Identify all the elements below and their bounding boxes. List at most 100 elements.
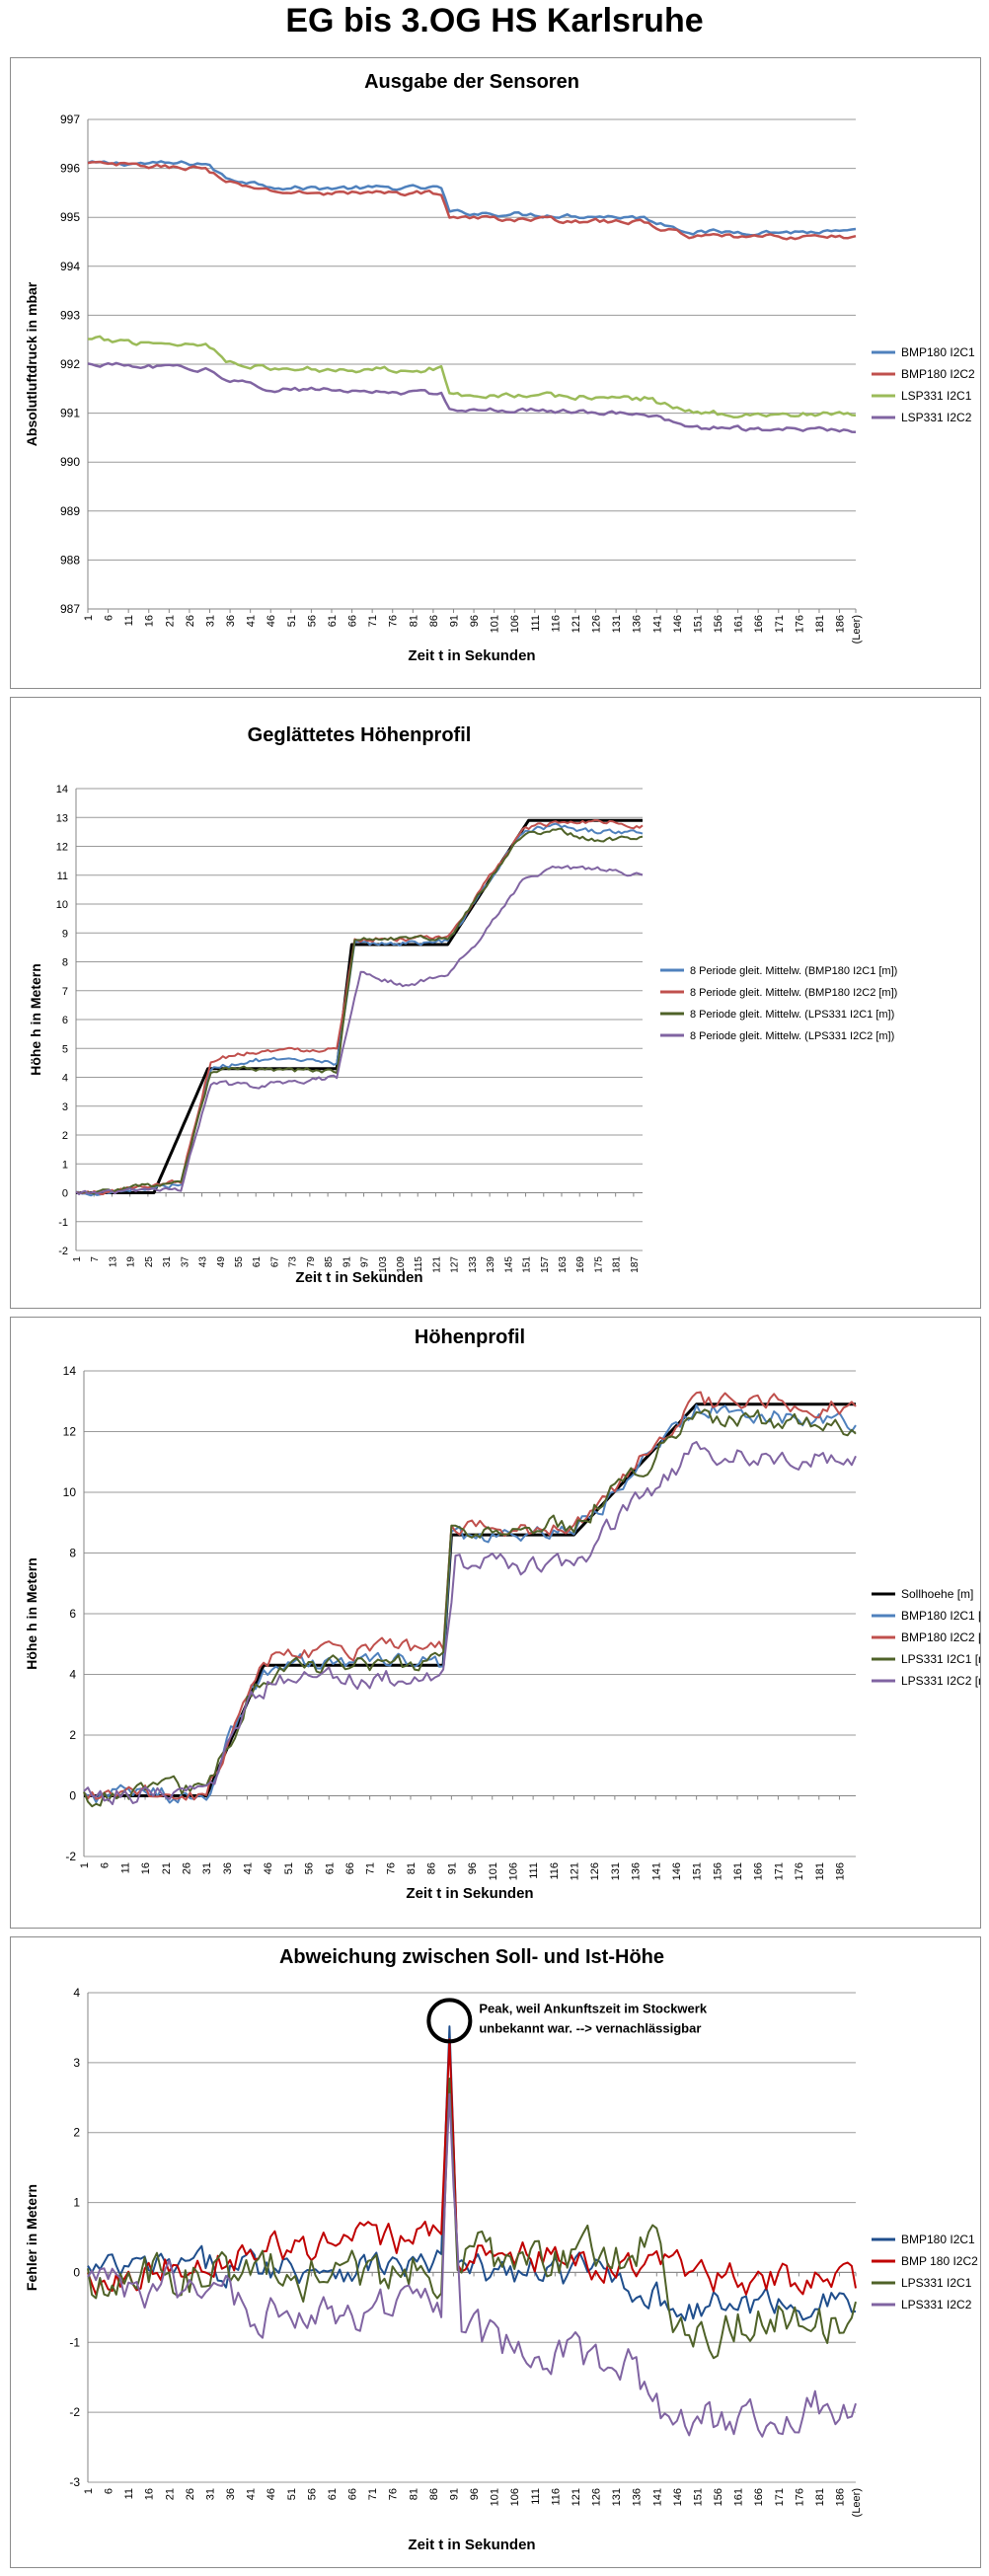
x-tick-label: 139 [486, 1256, 496, 1273]
x-tick-label: 31 [204, 2488, 216, 2500]
x-tick-label: 6 [104, 2488, 115, 2494]
x-tick-label: 186 [835, 615, 847, 633]
y-tick-label: 2 [69, 1728, 76, 1742]
y-tick-label: 0 [73, 2265, 80, 2279]
y-tick-label: -3 [69, 2475, 80, 2489]
x-tick-label: 163 [558, 1256, 569, 1273]
x-tick-label: 151 [692, 2488, 704, 2506]
series-line [87, 160, 857, 237]
legend-label: LSP331 I2C1 [901, 389, 972, 403]
y-tick-label: 997 [60, 113, 80, 126]
y-tick-label: 11 [57, 871, 68, 882]
x-tick-label: 176 [794, 615, 805, 633]
x-tick-label: 109 [396, 1256, 407, 1273]
chart-panel-deviation: Abweichung zwischen Soll- und Ist-Höhe -3… [10, 1936, 981, 2568]
x-tick-label: 21 [164, 2488, 176, 2500]
legend-label: BMP180 I2C1 [901, 345, 975, 359]
y-tick-label: 988 [60, 553, 80, 567]
y-tick-label: 14 [56, 784, 68, 796]
y-tick-label: 6 [69, 1607, 76, 1621]
x-tick-label: 97 [360, 1256, 371, 1268]
x-tick-label: 51 [283, 1862, 295, 1874]
series-line [87, 160, 857, 241]
x-tick-label: 86 [428, 2488, 440, 2500]
legend-label: LPS331 I2C2 [m] [901, 1674, 980, 1688]
x-tick-label: 186 [834, 1862, 846, 1880]
x-tick-label: 46 [263, 1862, 274, 1874]
x-tick-label: 1 [83, 615, 95, 621]
x-tick-label: 116 [550, 615, 562, 633]
y-tick-label: 991 [60, 407, 80, 420]
y-tick-label: 5 [62, 1043, 68, 1055]
series-line [83, 1408, 857, 1808]
x-tick-label: 13 [108, 1256, 118, 1268]
x-tick-label: 171 [774, 615, 786, 633]
x-tick-label: 81 [408, 2488, 419, 2500]
x-tick-label: 79 [306, 1256, 317, 1268]
x-tick-label: 25 [144, 1256, 155, 1268]
x-tick-label: 71 [367, 615, 379, 627]
y-tick-label: -1 [69, 2335, 80, 2349]
legend-label: BMP180 I2C2 [901, 367, 975, 381]
x-tick-label: 26 [185, 2488, 196, 2500]
x-tick-label: 115 [414, 1256, 424, 1272]
x-tick-label: 41 [246, 2488, 258, 2500]
chart-panel-smoothed-height: Geglättetes Höhenprofil -2 -1 0 1 2 3 4 5 6 7 8 9 10 1… [10, 697, 981, 1309]
x-tick-label: 61 [327, 2488, 339, 2500]
x-tick-label: 156 [713, 2488, 724, 2506]
x-tick-label: 76 [388, 2488, 400, 2500]
x-tick-label: 41 [246, 615, 258, 627]
x-tick-label: 7 [90, 1256, 101, 1262]
x-tick-label: 136 [631, 1862, 643, 1880]
x-tick-label: 106 [509, 2488, 521, 2506]
x-tick-label: 37 [180, 1256, 190, 1268]
x-tick-label: 86 [426, 1862, 438, 1874]
x-tick-label: 176 [794, 1862, 805, 1880]
series-line [76, 818, 643, 1194]
series-line [75, 865, 644, 1195]
y-tick-label: 3 [62, 1101, 68, 1113]
x-tick-label: 51 [286, 2488, 298, 2500]
x-tick-label: 101 [490, 615, 501, 633]
y-axis-label: Höhe h in Metern [28, 963, 43, 1076]
x-tick-label: 67 [269, 1256, 280, 1268]
x-tick-label: 11 [123, 2488, 135, 2499]
x-tick-label: 46 [266, 2488, 277, 2500]
legend-label: 8 Periode gleit. Mittelw. (BMP180 I2C1 [… [690, 965, 897, 977]
x-tick-label: 61 [252, 1256, 263, 1268]
series-line [75, 827, 644, 1195]
x-tick-label: 85 [324, 1256, 335, 1268]
y-tick-label: 8 [62, 957, 68, 969]
legend-label: LPS331 I2C1 [901, 2276, 972, 2290]
x-tick-label: 106 [507, 1862, 519, 1880]
x-tick-label: 131 [611, 615, 623, 633]
x-tick-label: 166 [753, 1862, 765, 1880]
x-tick-label: 16 [144, 615, 156, 627]
y-tick-label: 6 [62, 1015, 68, 1026]
x-tick-label: 16 [144, 2488, 156, 2500]
x-tick-label: 81 [408, 615, 419, 627]
y-tick-label: 4 [69, 1668, 76, 1682]
y-tick-label: 12 [56, 842, 68, 854]
y-tick-label: 0 [62, 1188, 68, 1200]
x-tick-label: 76 [388, 615, 400, 627]
x-tick-label: 181 [814, 615, 826, 633]
x-tick-label: 91 [342, 1256, 352, 1268]
legend-label: LSP331 I2C2 [901, 411, 972, 424]
y-tick-label: 995 [60, 210, 80, 224]
chart-title: Abweichung zwischen Soll- und Ist-Höhe [279, 1946, 664, 1968]
x-tick-label: 176 [794, 2488, 805, 2506]
legend-label: LPS331 I2C1 [m] [901, 1652, 980, 1666]
x-tick-label: 121 [571, 2488, 582, 2506]
x-tick-label: 36 [222, 1862, 234, 1874]
x-tick-label: 21 [164, 615, 176, 627]
x-tick-label: 26 [181, 1862, 192, 1874]
x-tick-label: 91 [448, 2488, 460, 2500]
annotation-text: Peak, weil Ankunftszeit im Stockwerk [479, 2001, 707, 2015]
peak-circle [426, 1998, 473, 2044]
x-tick-label: 86 [428, 615, 440, 627]
x-tick-label: 151 [692, 1862, 704, 1880]
series-line [87, 2038, 857, 2296]
y-tick-label: 0 [69, 1789, 76, 1803]
